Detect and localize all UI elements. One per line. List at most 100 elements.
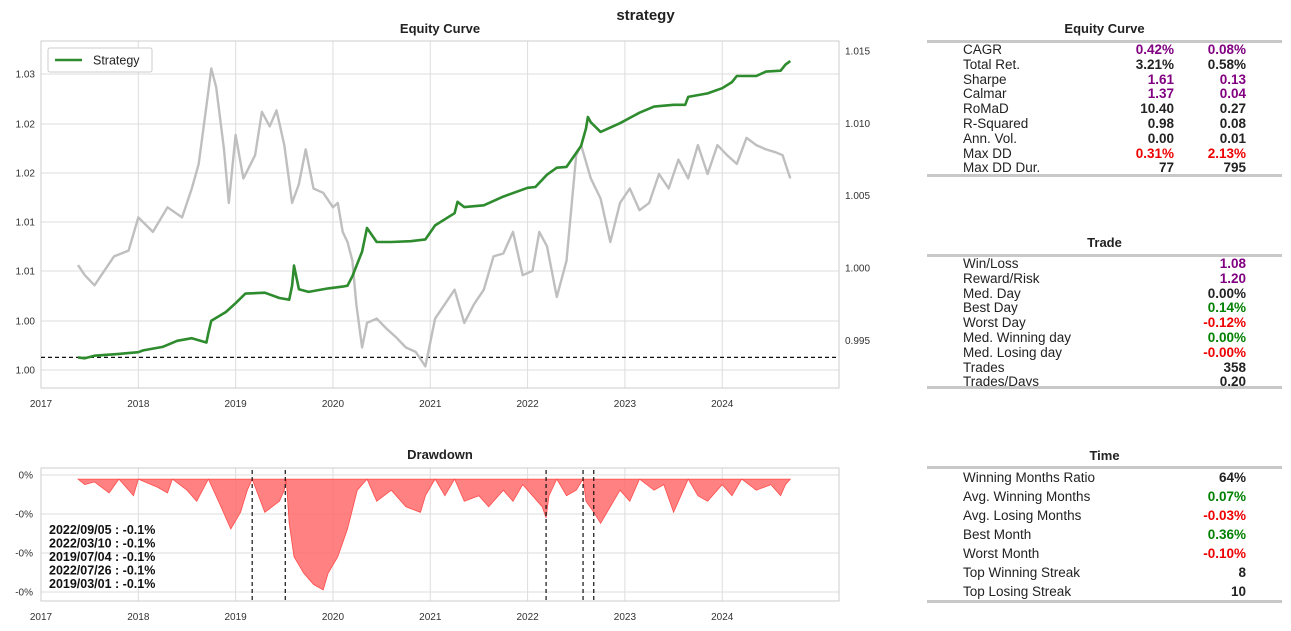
y-tick-label: -0%	[15, 549, 33, 560]
stat-value: 0.20	[1219, 374, 1246, 390]
stat-value-benchmark: 2.13%	[1207, 145, 1246, 161]
y-tick-label: -0%	[15, 510, 33, 521]
stat-value-benchmark: 0.58%	[1207, 56, 1246, 72]
stat-row: Trades/Days 0.20	[963, 375, 1246, 390]
trade-table-bottom-rule	[927, 386, 1282, 389]
y-tick-label: 1.02	[16, 120, 36, 131]
stat-row: Calmar 1.37 0.04	[963, 87, 1246, 102]
stat-row: Top Losing Streak 10	[963, 582, 1246, 601]
stat-row: Worst Day -0.12%	[963, 315, 1246, 331]
stat-row: Worst Month -0.10%	[963, 544, 1246, 563]
stat-value: 0.00%	[1207, 285, 1246, 301]
stat-row: Max DD Dur. 77 795	[963, 161, 1246, 176]
x-tick-label: 2017	[30, 399, 53, 410]
x-tick-label: 2018	[127, 612, 150, 623]
stat-value: 0.36%	[1207, 527, 1246, 542]
stat-value: -0.03%	[1203, 508, 1246, 523]
stat-value: 1.20	[1219, 270, 1246, 286]
x-tick-label: 2023	[614, 399, 637, 410]
y-tick-label: 1.00	[16, 366, 36, 377]
y-tick-label: -0%	[15, 588, 33, 599]
stat-value: -0.10%	[1203, 546, 1246, 561]
stat-value-strategy: 0.31%	[1135, 145, 1174, 161]
stat-row: Reward/Risk 1.20	[963, 270, 1246, 287]
trade-table-top-rule	[927, 254, 1282, 257]
stat-row: Best Day 0.14%	[963, 301, 1246, 316]
stat-row: Med. Day 0.00%	[963, 285, 1246, 302]
drawdown-chart: 0% -0% -0% -0% 2017 2018 2019 2020 2021 2022 2023 2…	[15, 467, 840, 623]
equity-table-title: Equity Curve	[1064, 21, 1145, 36]
stat-row: Top Winning Streak 8	[963, 563, 1246, 582]
stat-label: Ann. Vol.	[963, 130, 1018, 146]
drawdown-annotation: 2022/07/26 : -0.1%	[49, 564, 155, 578]
stat-value-benchmark: 0.13	[1219, 71, 1246, 87]
y-tick-label: 1.00	[16, 317, 36, 328]
trade-table-title: Trade	[1087, 235, 1122, 250]
stat-value-benchmark: 0.01	[1219, 130, 1246, 146]
stat-label: Win/Loss	[963, 256, 1019, 271]
stat-label: Top Losing Streak	[963, 584, 1072, 599]
equity-chart-title: Equity Curve	[399, 21, 481, 36]
stat-row: Win/Loss 1.08	[963, 256, 1246, 272]
stat-row: Med. Losing day -0.00%	[963, 344, 1246, 361]
x-tick-label: 2017	[30, 612, 53, 623]
y2-tick-label: 1.015	[845, 47, 870, 58]
x-tick-label: 2021	[419, 399, 442, 410]
time-table-top-rule	[927, 466, 1282, 469]
stat-value-benchmark: 795	[1223, 160, 1246, 176]
stat-row: Sharpe 1.61 0.13	[963, 71, 1246, 88]
drawdown-annotation: 2019/07/04 : -0.1%	[49, 550, 155, 564]
time-stats-table: Winning Months Ratio 64% Avg. Winning Mont…	[963, 468, 1246, 601]
stat-value-strategy: 1.37	[1147, 86, 1174, 102]
stat-value-strategy: 10.40	[1140, 101, 1174, 117]
stat-label: Reward/Risk	[963, 270, 1040, 286]
stat-row: Best Month 0.36%	[963, 525, 1246, 544]
stat-value: -0.00%	[1203, 344, 1246, 360]
stat-value: 8	[1238, 565, 1246, 580]
figure-title: strategy	[616, 7, 675, 24]
stat-label: Top Winning Streak	[963, 565, 1081, 580]
stat-label: Calmar	[963, 86, 1007, 102]
drawdown-area	[76, 477, 792, 591]
y-tick-label: 1.01	[16, 218, 36, 229]
stat-row: Avg. Winning Months 0.07%	[963, 487, 1246, 506]
x-tick-label: 2019	[225, 399, 248, 410]
stat-value-benchmark: 0.04	[1219, 86, 1246, 102]
stat-value: 0.07%	[1207, 489, 1246, 504]
stat-value-strategy: 0.42%	[1135, 42, 1174, 57]
stat-value: 64%	[1218, 470, 1246, 485]
stat-value: 0.00%	[1207, 329, 1246, 345]
x-tick-label: 2021	[419, 612, 442, 623]
stat-row: Total Ret. 3.21% 0.58%	[963, 56, 1246, 73]
time-table-title: Time	[1089, 448, 1120, 463]
stat-value: -0.12%	[1203, 315, 1246, 331]
equity-table-bottom-rule	[927, 174, 1282, 177]
stat-row: CAGR 0.42% 0.08%	[963, 42, 1246, 58]
drawdown-annotation: 2022/09/05 : -0.1%	[49, 523, 155, 537]
x-tick-label: 2024	[711, 612, 734, 623]
y2-tick-label: 1.000	[845, 263, 870, 274]
x-tick-label: 2022	[516, 612, 539, 623]
stat-row: Winning Months Ratio 64%	[963, 468, 1246, 487]
x-tick-label: 2018	[127, 399, 150, 410]
stat-label: Best Day	[963, 300, 1018, 316]
legend-label-strategy: Strategy	[93, 54, 140, 68]
trade-stats-table: Win/Loss 1.08 Reward/Risk 1.20 Med. Day 0.00%…	[963, 256, 1246, 390]
stat-label: Worst Month	[963, 546, 1040, 561]
stat-value: 0.14%	[1207, 300, 1246, 316]
stat-row: Avg. Losing Months -0.03%	[963, 506, 1246, 525]
stat-label: Worst Day	[963, 315, 1026, 331]
drawdown-annotation: 2019/03/01 : -0.1%	[49, 577, 155, 591]
x-tick-label: 2020	[322, 399, 345, 410]
stat-value-strategy: 77	[1158, 160, 1174, 176]
stat-label: Max DD	[963, 145, 1012, 161]
drawdown-annotation: 2022/03/10 : -0.1%	[49, 537, 155, 551]
stat-value: 1.08	[1219, 256, 1246, 271]
strategy-line	[77, 60, 792, 360]
stat-row: Max DD 0.31% 2.13%	[963, 145, 1246, 162]
stat-row: RoMaD 10.40 0.27	[963, 101, 1246, 117]
stat-label: Trades	[963, 359, 1005, 375]
equity-table-top-rule	[927, 40, 1282, 43]
stat-row: R-Squared 0.98 0.08	[963, 116, 1246, 132]
y-tick-label: 1.01	[16, 267, 36, 278]
